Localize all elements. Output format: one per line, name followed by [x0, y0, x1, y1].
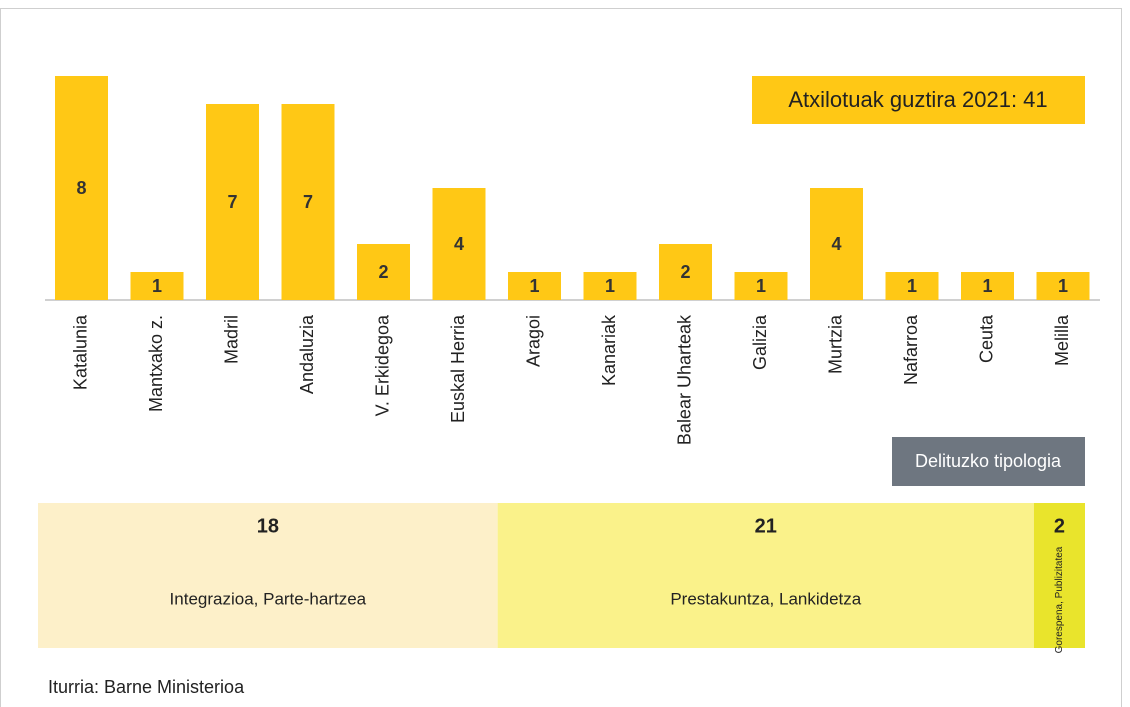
- value-label: 1: [982, 276, 992, 296]
- x-tick-label: Aragoi: [523, 315, 543, 367]
- x-tick-label: Andaluzia: [297, 314, 317, 394]
- bar: [885, 272, 939, 300]
- x-tick-label: Katalunia: [70, 314, 90, 390]
- bar: [432, 188, 486, 300]
- segment-value: 18: [257, 515, 279, 537]
- value-label: 1: [152, 276, 162, 296]
- bar: [734, 272, 788, 300]
- x-tick-label: Euskal Herria: [448, 314, 468, 423]
- value-label: 1: [529, 276, 539, 296]
- value-label: 1: [605, 276, 615, 296]
- value-label: 1: [907, 276, 917, 296]
- bar: [130, 272, 184, 300]
- value-label: 4: [454, 234, 464, 254]
- x-tick-label: V. Erkidegoa: [372, 314, 392, 416]
- x-tick-label: Balear Uharteak: [674, 314, 694, 445]
- value-label: 1: [1058, 276, 1068, 296]
- bar: [583, 272, 637, 300]
- segment-label: Prestakuntza, Lankidetza: [670, 589, 861, 608]
- segment: [1033, 503, 1085, 648]
- value-label: 2: [378, 262, 388, 282]
- x-tick-label: Mantxako z.: [146, 315, 166, 412]
- value-label: 8: [76, 178, 86, 198]
- value-label: 7: [227, 192, 237, 212]
- bar: [810, 188, 863, 300]
- frame: [0, 8, 1122, 707]
- value-label: 4: [831, 234, 841, 254]
- segment: [38, 503, 498, 648]
- legend-box: [892, 437, 1085, 486]
- segment-label: Integrazioa, Parte-hartzea: [170, 589, 367, 608]
- x-tick-label: Murtzia: [825, 314, 845, 374]
- bar: [508, 272, 561, 300]
- bar: [206, 104, 259, 300]
- segment-value: 21: [755, 515, 777, 537]
- bar: [961, 272, 1014, 300]
- annotation-box: [752, 76, 1085, 124]
- bar: [281, 104, 335, 300]
- x-tick-label: Kanariak: [599, 314, 619, 386]
- segment-label: Gorespena, Publizitatea: [1054, 546, 1065, 653]
- value-label: 7: [303, 192, 313, 212]
- bar: [659, 244, 712, 300]
- segment-value: 2: [1054, 515, 1065, 537]
- x-tick-label: Melilla: [1052, 314, 1072, 366]
- bar: [357, 244, 410, 300]
- x-tick-label: Nafarroa: [901, 314, 921, 385]
- value-label: 1: [756, 276, 766, 296]
- x-tick-label: Galizia: [750, 314, 770, 370]
- source: Iturria: Barne Ministerioa: [48, 677, 245, 697]
- x-tick-label: Ceuta: [976, 314, 996, 363]
- bar: [55, 76, 108, 300]
- value-label: 2: [680, 262, 690, 282]
- bar: [1036, 272, 1090, 300]
- annotation: Atxilotuak guztira 2021: 41: [788, 87, 1047, 112]
- segment: [497, 503, 1034, 648]
- stack-title: Delituzko tipologia: [915, 451, 1062, 471]
- x-tick-label: Madril: [221, 315, 241, 364]
